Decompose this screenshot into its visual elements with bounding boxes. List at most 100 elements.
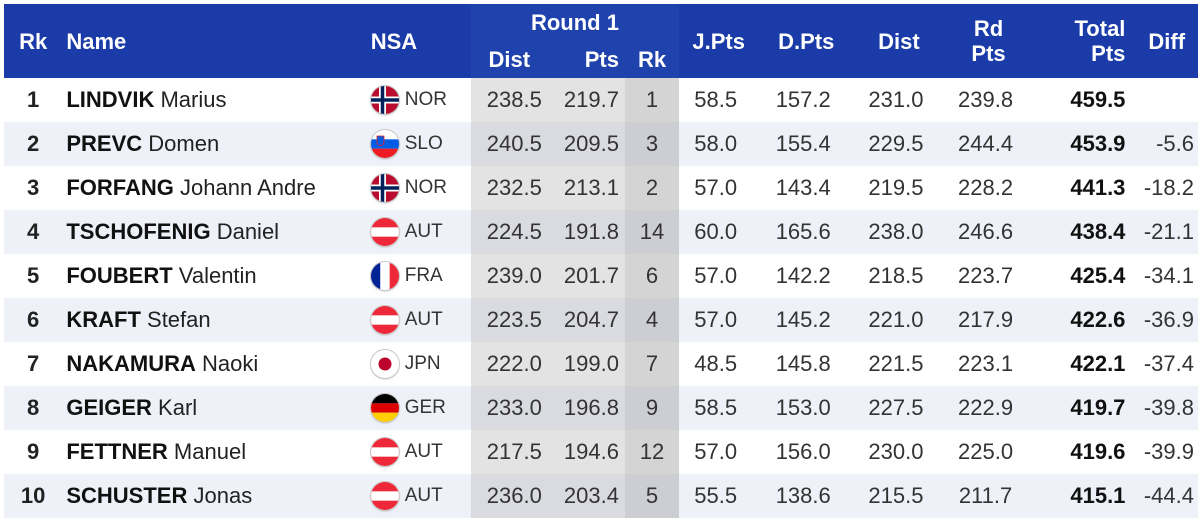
col-header-distance[interactable]: Dist (854, 4, 944, 78)
athlete-first-name: Jonas (193, 483, 253, 508)
athlete-name-cell[interactable]: TSCHOFENIG Daniel (62, 210, 371, 254)
athlete-first-name: Stefan (147, 307, 211, 332)
athlete-name-cell[interactable]: GEIGER Karl (62, 386, 371, 430)
nsa-cell: AUT (370, 474, 471, 518)
round-total-points-cell: 223.7 (958, 263, 1014, 288)
athlete-last-name: SCHUSTER (66, 483, 188, 508)
col-header-distance-points[interactable]: D.Pts (758, 4, 855, 78)
round-distance-cell: 236.0 (470, 474, 548, 518)
total-points-cell: 425.4 (1070, 263, 1126, 288)
col-header-round-rank[interactable]: Rk (624, 41, 680, 78)
total-points-cell: 438.4 (1033, 210, 1136, 254)
round-points-cell: 209.5 (547, 122, 625, 166)
col-header-judge-points[interactable]: J.Pts (679, 4, 759, 78)
table-row[interactable]: 3 FORFANG Johann Andre NOR 232.5 213.1 2 57.0 1… (4, 166, 1198, 210)
judge-points-cell: 58.5 (679, 386, 759, 430)
rank-cell: 10 (4, 474, 63, 518)
nsa-code: NOR (404, 89, 447, 111)
diff-cell: -37.4 (1143, 351, 1194, 376)
table-row[interactable]: 6 KRAFT Stefan AUT 223.5 204.7 4 57.0 145.2 221.… (4, 298, 1198, 342)
france-flag-icon (370, 262, 399, 290)
rd-pts-line-1: Rd (973, 16, 1004, 41)
athlete-first-name: Daniel (216, 219, 280, 244)
round-rank-cell: 1 (624, 78, 680, 122)
table-row[interactable]: 9 FETTNER Manuel AUT 217.5 194.6 12 57.0 156.0 2… (4, 430, 1198, 474)
col-header-name[interactable]: Name (62, 4, 371, 78)
athlete-last-name: TSCHOFENIG (66, 219, 211, 244)
rank-cell: 5 (27, 263, 40, 288)
nsa-cell: FRA (370, 254, 471, 298)
athlete-name-cell[interactable]: SCHUSTER Jonas (62, 474, 371, 518)
col-header-round-distance[interactable]: Dist (470, 41, 548, 78)
total-points-cell: 415.1 (1033, 474, 1136, 518)
austria-flag-icon (370, 218, 399, 246)
rank-cell: 2 (4, 122, 63, 166)
athlete-name-cell[interactable]: FETTNER Manuel (62, 430, 370, 474)
round-distance-cell: 223.5 (470, 298, 548, 342)
table-row[interactable]: 10 SCHUSTER Jonas AUT 236.0 203.4 5 55.5 138.6 2… (4, 474, 1198, 518)
athlete-name-cell[interactable]: PREVC Domen (62, 122, 371, 166)
col-header-diff[interactable]: Diff (1135, 4, 1198, 78)
diff-cell: -39.9 (1143, 439, 1194, 464)
round-distance-cell: 222.0 (470, 342, 548, 386)
table-row[interactable]: 8 GEIGER Karl GER 233.0 196.8 9 58.5 153.0 227.5… (4, 386, 1198, 430)
diff-cell: -21.1 (1135, 210, 1198, 254)
distance-points-cell: 156.0 (775, 439, 831, 464)
athlete-name-cell[interactable]: KRAFT Stefan (62, 298, 371, 342)
nsa-code: GER (404, 397, 446, 419)
round-distance-cell: 217.5 (470, 430, 548, 474)
col-header-rank[interactable]: Rk (4, 4, 63, 78)
total-pts-line-2: Pts (1091, 41, 1126, 66)
athlete-name-cell[interactable]: FORFANG Johann Andre (62, 166, 370, 210)
total-points-cell: 422.1 (1070, 351, 1126, 376)
athlete-name-cell[interactable]: FOUBERT Valentin (62, 254, 370, 298)
athlete-first-name: Naoki (202, 351, 259, 376)
round-points-cell: 191.8 (547, 210, 625, 254)
austria-flag-icon (370, 306, 399, 334)
col-header-total-points[interactable]: Total Pts (1033, 4, 1136, 78)
athlete-first-name: Johann Andre (180, 175, 316, 200)
col-header-round-points[interactable]: Rd Pts (943, 4, 1034, 78)
diff-cell: -44.4 (1135, 474, 1198, 518)
round-total-points-cell: 217.9 (943, 298, 1034, 342)
norway-flag-icon (370, 174, 399, 202)
athlete-last-name: KRAFT (66, 307, 141, 332)
col-header-nsa[interactable]: NSA (370, 4, 471, 78)
table-row[interactable]: 7 NAKAMURA Naoki JPN 222.0 199.0 7 48.5 145.8 22… (4, 342, 1198, 386)
athlete-first-name: Karl (158, 395, 198, 420)
table-row[interactable]: 5 FOUBERT Valentin FRA 239.0 201.7 6 57.0 142.2… (4, 254, 1198, 298)
round-total-points-cell: 246.6 (943, 210, 1034, 254)
round-points-cell: 201.7 (547, 254, 625, 298)
athlete-name-cell[interactable]: NAKAMURA Naoki (62, 342, 370, 386)
table-row[interactable]: 4 TSCHOFENIG Daniel AUT 224.5 191.8 14 60.0 165… (4, 210, 1198, 254)
col-header-round-points-sub[interactable]: Pts (547, 41, 625, 78)
nsa-cell: GER (370, 386, 471, 430)
table-row[interactable]: 1 LINDVIK Marius NOR 238.5 219.7 1 58.5 157.2 23… (4, 78, 1198, 122)
round-rank-cell: 5 (624, 474, 680, 518)
round-total-points-cell: 223.1 (958, 351, 1014, 376)
round-total-points-cell: 225.0 (958, 439, 1014, 464)
diff-cell: -5.6 (1135, 122, 1198, 166)
athlete-last-name: FORFANG (66, 175, 174, 200)
austria-flag-icon (370, 482, 399, 510)
round-total-points-cell: 228.2 (958, 175, 1014, 200)
japan-flag-icon (370, 350, 399, 378)
diff-cell: -36.9 (1135, 298, 1198, 342)
distance-points-cell: 157.2 (775, 87, 831, 112)
total-points-cell: 419.7 (1033, 386, 1136, 430)
round-points-cell: 203.4 (547, 474, 625, 518)
round-rank-cell: 6 (624, 254, 680, 298)
athlete-name-cell[interactable]: LINDVIK Marius (62, 78, 370, 122)
athlete-last-name: GEIGER (66, 395, 152, 420)
germany-flag-icon (370, 394, 399, 422)
distance-points-cell: 145.2 (758, 298, 855, 342)
athlete-first-name: Manuel (173, 439, 247, 464)
nsa-cell: NOR (370, 78, 471, 122)
nsa-cell: SLO (370, 122, 471, 166)
judge-points-cell: 60.0 (679, 210, 759, 254)
total-points-cell: 459.5 (1070, 87, 1126, 112)
round-total-points-cell: 211.7 (943, 474, 1034, 518)
table-row[interactable]: 2 PREVC Domen SLO 240.5 209.5 3 58.0 155.4 229.5… (4, 122, 1198, 166)
distance-points-cell: 138.6 (758, 474, 855, 518)
judge-points-cell: 57.0 (694, 439, 738, 464)
